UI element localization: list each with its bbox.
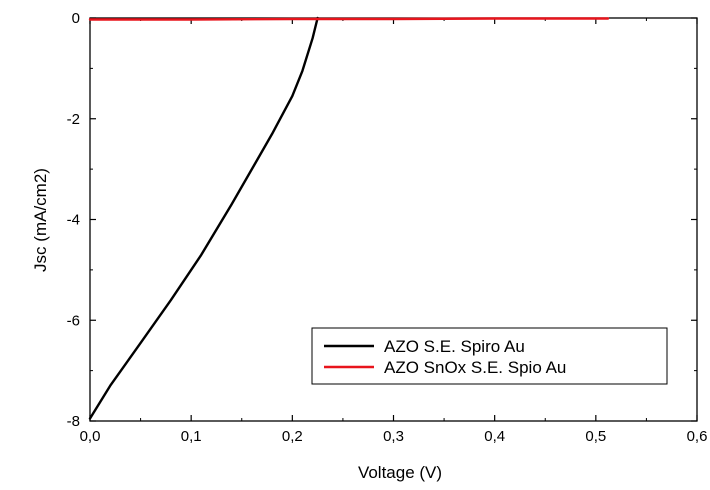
y-axis-title: Jsc (mA/cm2): [31, 168, 50, 272]
x-axis-title: Voltage (V): [358, 463, 442, 482]
legend-box: [311, 327, 668, 385]
x-tick-label: 0,2: [282, 428, 303, 445]
x-axis-ticks: 0,0 0,1 0,2 0,3 0,4 0,5 0,6: [80, 18, 708, 445]
legend-label-1: AZO S.E. Spiro Au: [384, 337, 525, 356]
y-axis-ticks: -8 -6 -4 -2 0: [67, 10, 697, 430]
legend-label-2: AZO SnOx S.E. Spio Au: [384, 358, 566, 377]
y-tick-label: -8: [67, 413, 80, 430]
y-tick-label: -2: [67, 111, 80, 128]
y-tick-label: -6: [67, 312, 80, 329]
x-tick-label: 0,0: [80, 428, 101, 445]
series-line-1: [88, 16, 319, 420]
series-layer: [88, 16, 610, 420]
x-tick-label: 0,3: [383, 428, 404, 445]
x-tick-label: 0,1: [181, 428, 202, 445]
x-tick-label: 0,6: [687, 428, 708, 445]
y-tick-label: 0: [72, 10, 80, 27]
x-tick-label: 0,4: [484, 428, 505, 445]
series-line-2: [88, 17, 610, 21]
x-tick-label: 0,5: [585, 428, 606, 445]
y-tick-label: -4: [67, 212, 80, 229]
legend: AZO S.E. Spiro Au AZO SnOx S.E. Spio Au: [311, 327, 668, 385]
